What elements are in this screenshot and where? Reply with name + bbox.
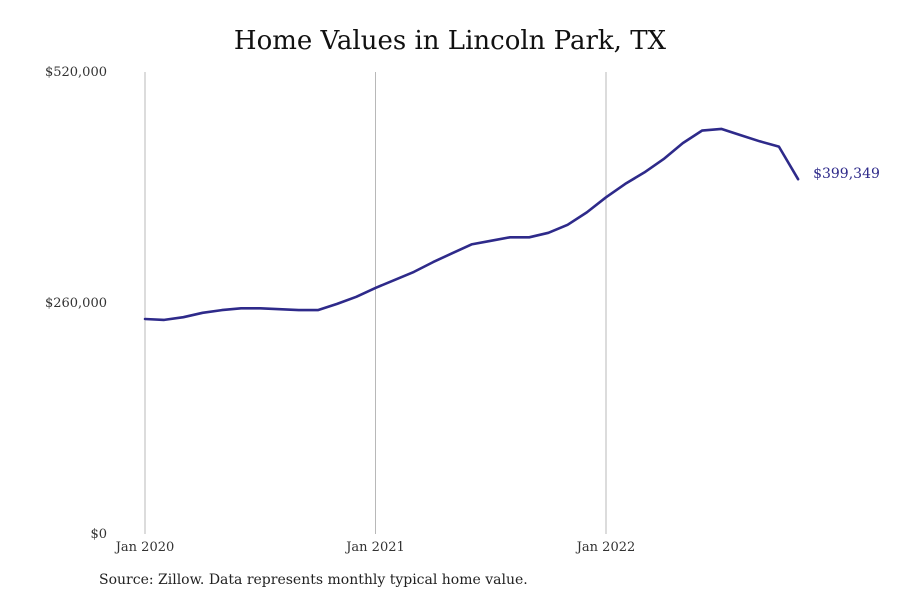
end-value-label: $399,349 bbox=[813, 166, 880, 182]
y-tick-label: $0 bbox=[90, 527, 107, 542]
y-tick-label: $260,000 bbox=[45, 296, 107, 311]
series-layer bbox=[143, 127, 800, 322]
x-tick-label: Jan 2022 bbox=[575, 540, 636, 555]
source-note: Source: Zillow. Data represents monthly … bbox=[99, 572, 528, 588]
y-axis-ticks: $0 $260,000 $520,000 bbox=[45, 65, 107, 542]
x-axis-ticks: Jan 2020 Jan 2021 Jan 2022 bbox=[114, 540, 636, 555]
grid-layer bbox=[144, 72, 607, 534]
x-tick-label: Jan 2020 bbox=[114, 540, 175, 555]
y-tick-label: $520,000 bbox=[45, 65, 107, 80]
x-tick-label: Jan 2021 bbox=[344, 540, 405, 555]
label-layer: $399,349 bbox=[813, 166, 880, 182]
series-line-0 bbox=[143, 127, 800, 322]
chart-title: Home Values in Lincoln Park, TX bbox=[233, 26, 667, 56]
